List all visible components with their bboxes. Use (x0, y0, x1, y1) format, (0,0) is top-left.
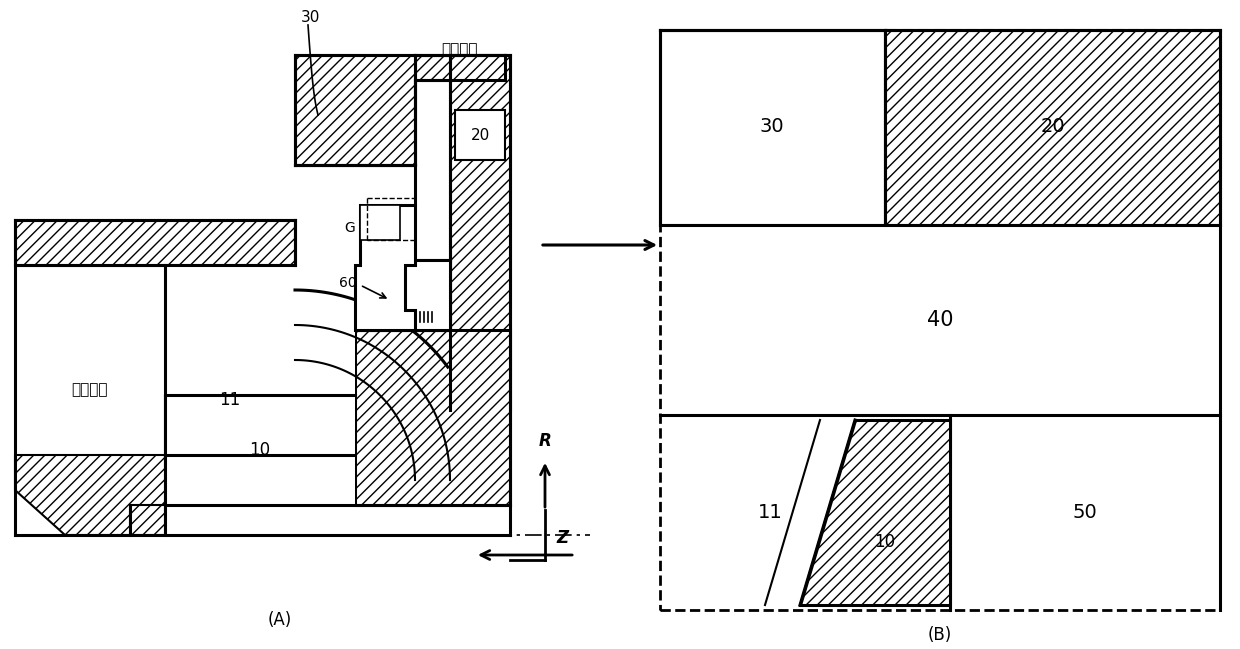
Bar (660, 30, 885, 225)
Text: (A): (A) (268, 611, 293, 629)
Polygon shape (885, 30, 1220, 225)
Polygon shape (355, 260, 450, 330)
Polygon shape (165, 220, 450, 505)
Text: 涡轮出口: 涡轮出口 (72, 382, 108, 397)
Text: 30: 30 (760, 117, 785, 136)
Bar (660, 225, 1220, 415)
Text: 11: 11 (758, 503, 782, 522)
Text: 20: 20 (470, 127, 490, 143)
Polygon shape (15, 455, 165, 535)
Text: 10: 10 (874, 533, 895, 551)
Text: 40: 40 (926, 310, 954, 330)
Polygon shape (800, 420, 950, 605)
Polygon shape (450, 55, 510, 410)
Bar (660, 415, 950, 610)
Text: R: R (538, 432, 552, 450)
Polygon shape (15, 220, 295, 265)
Text: 20: 20 (1040, 117, 1065, 136)
Polygon shape (130, 505, 165, 535)
Polygon shape (295, 55, 505, 165)
Text: G: G (345, 221, 355, 235)
Polygon shape (360, 205, 401, 240)
Polygon shape (165, 315, 355, 505)
Bar (950, 415, 1220, 610)
Text: 30: 30 (300, 10, 320, 25)
Text: 60: 60 (340, 276, 357, 290)
Bar (660, 225, 1220, 610)
Polygon shape (355, 205, 415, 330)
Polygon shape (355, 330, 510, 505)
Text: 50: 50 (1073, 503, 1097, 522)
Text: (B): (B) (928, 626, 952, 644)
Text: 涡轮进口: 涡轮进口 (441, 42, 479, 58)
Text: 11: 11 (219, 391, 241, 409)
Text: 10: 10 (249, 441, 270, 459)
Text: Z: Z (556, 529, 568, 547)
Bar (455, 110, 505, 160)
